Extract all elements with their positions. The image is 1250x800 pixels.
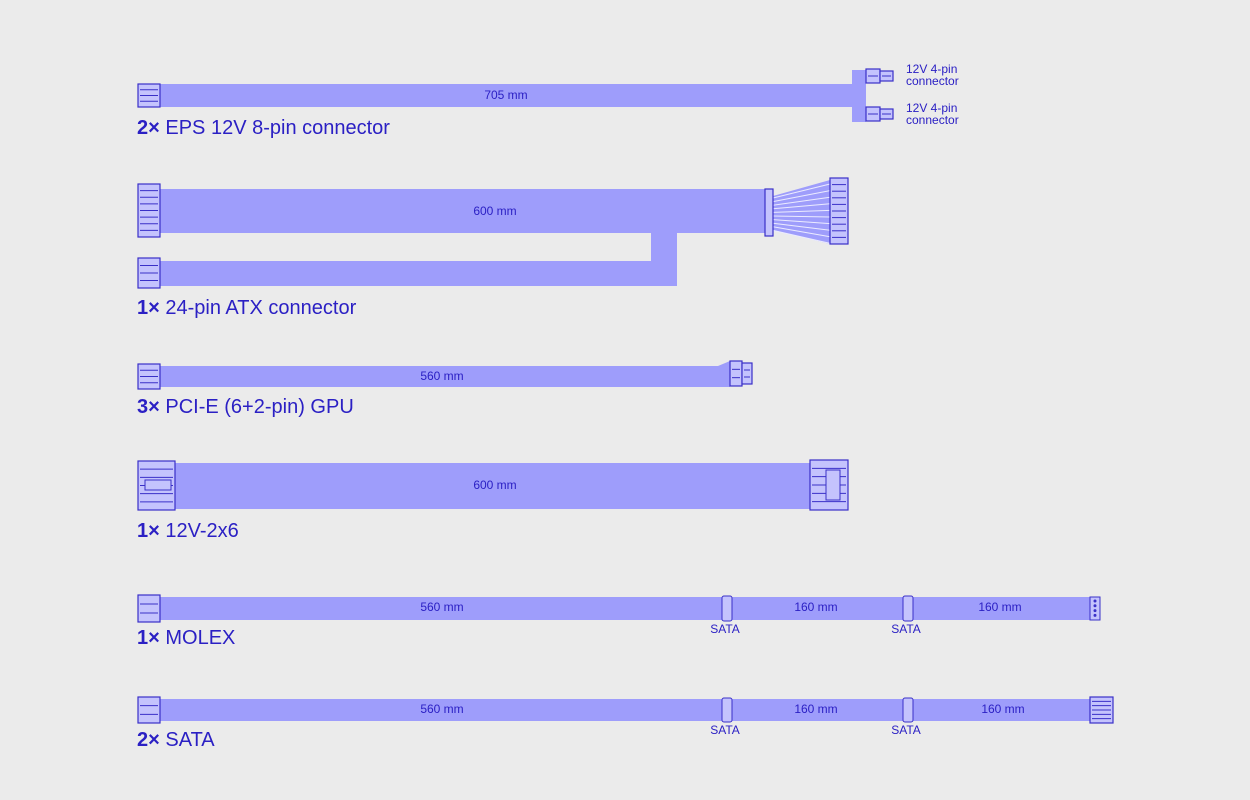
length-label: 560 mm <box>420 702 463 716</box>
cable <box>158 189 767 233</box>
wire <box>772 226 831 238</box>
length-label: 160 mm <box>981 702 1024 716</box>
length-label: 160 mm <box>794 600 837 614</box>
latch <box>825 469 841 501</box>
molex <box>1089 596 1101 621</box>
wire <box>772 222 831 231</box>
sata-tap <box>902 697 914 723</box>
tap-label: SATA <box>710 723 740 737</box>
cable-title: 1× MOLEX <box>137 627 235 649</box>
cable <box>172 463 812 509</box>
connector <box>729 360 743 387</box>
cable-taper <box>718 361 730 387</box>
length-label: 160 mm <box>978 600 1021 614</box>
cable <box>158 597 1092 620</box>
cable-name: 24-pin ATX connector <box>165 297 356 319</box>
wire <box>772 196 831 206</box>
length-label: 560 mm <box>420 369 463 383</box>
length-label: 160 mm <box>794 702 837 716</box>
connector <box>741 362 753 385</box>
cable-name: MOLEX <box>165 627 235 649</box>
cable-name: EPS 12V 8-pin connector <box>165 117 390 139</box>
wire <box>772 219 831 225</box>
cable-count: 1× <box>137 627 160 649</box>
wire <box>772 203 831 210</box>
length-label: 705 mm <box>484 88 527 102</box>
wire <box>772 215 831 218</box>
cable <box>158 699 1092 721</box>
cable-title: 1× 12V-2x6 <box>137 520 239 542</box>
branch-label: connector <box>906 74 959 88</box>
molex-pin <box>1093 609 1097 613</box>
cable-count: 1× <box>137 297 160 319</box>
cable-count: 2× <box>137 117 160 139</box>
cable-count: 2× <box>137 729 160 751</box>
molex-pin <box>1093 599 1097 603</box>
cable-title: 1× 24-pin ATX connector <box>137 297 357 319</box>
cable-count: 1× <box>137 520 160 542</box>
cable-title: 3× PCI-E (6+2-pin) GPU <box>137 396 354 418</box>
connector <box>137 594 161 623</box>
wire <box>772 190 831 203</box>
cable-count: 3× <box>137 396 160 418</box>
cable-title: 2× EPS 12V 8-pin connector <box>137 117 390 139</box>
branch-label: connector <box>906 113 959 127</box>
branch-label: 12V 4-pin <box>906 62 957 76</box>
tap-label: SATA <box>891 622 921 636</box>
wire <box>772 209 831 213</box>
cable <box>158 84 856 107</box>
cable <box>852 70 866 122</box>
tap-label: SATA <box>710 622 740 636</box>
length-label: 560 mm <box>420 600 463 614</box>
sata-tap <box>902 595 914 622</box>
cable-name: SATA <box>165 729 215 751</box>
sata-tap <box>721 595 733 622</box>
molex-pin <box>1093 604 1097 608</box>
cable <box>651 230 677 286</box>
sata-tap <box>721 697 733 723</box>
cable-name: PCI-E (6+2-pin) GPU <box>165 396 353 418</box>
latch <box>144 479 172 491</box>
connector <box>137 696 161 724</box>
tap-label: SATA <box>891 723 921 737</box>
cable <box>158 366 724 387</box>
length-label: 600 mm <box>473 478 516 492</box>
molex-pin <box>1093 613 1097 617</box>
length-label: 600 mm <box>473 204 516 218</box>
cable-shapes <box>137 68 1114 724</box>
cable-name: 12V-2x6 <box>165 520 238 542</box>
branch-label: 12V 4-pin <box>906 101 957 115</box>
wire <box>772 183 831 199</box>
wire <box>772 229 831 244</box>
connector <box>764 188 774 237</box>
cable-title: 2× SATA <box>137 729 215 751</box>
cable <box>158 261 677 286</box>
